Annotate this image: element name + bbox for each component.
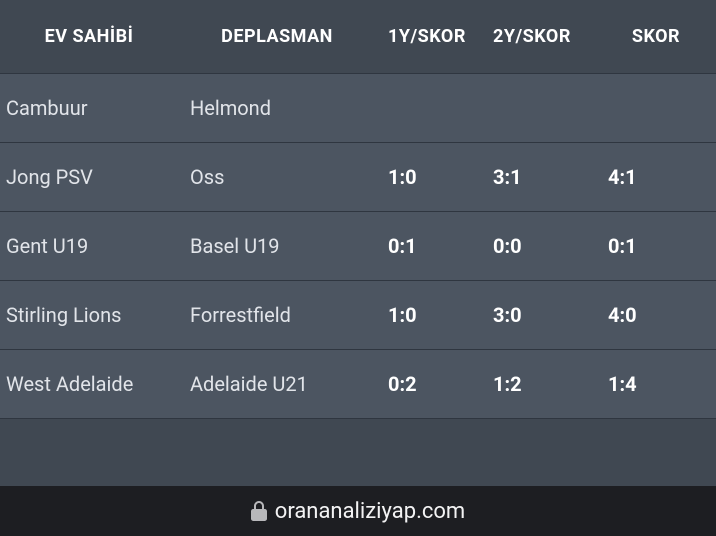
cell-home-team: Gent U19	[0, 212, 178, 281]
table-row[interactable]: West Adelaide Adelaide U21 0:2 1:2 1:4	[0, 350, 716, 419]
cell-fulltime-score: 4:1	[596, 143, 716, 212]
cell-halftime2-score: 1:2	[481, 350, 596, 419]
cell-away-team: Basel U19	[178, 212, 376, 281]
cell-halftime2-score	[481, 74, 596, 143]
col-header-fulltime[interactable]: SKOR	[596, 0, 716, 74]
cell-halftime1-score: 1:0	[376, 143, 481, 212]
col-header-halftime1[interactable]: 1Y/SKOR	[376, 0, 481, 74]
cell-halftime2-score: 0:0	[481, 212, 596, 281]
table-row[interactable]: Cambuur Helmond	[0, 74, 716, 143]
cell-halftime2-score: 3:1	[481, 143, 596, 212]
cell-fulltime-score: 4:0	[596, 281, 716, 350]
cell-halftime1-score: 1:0	[376, 281, 481, 350]
col-header-halftime2[interactable]: 2Y/SKOR	[481, 0, 596, 74]
cell-home-team: West Adelaide	[0, 350, 178, 419]
lock-icon	[251, 501, 267, 521]
cell-home-team: Cambuur	[0, 74, 178, 143]
cell-halftime1-score: 0:1	[376, 212, 481, 281]
cell-fulltime-score: 0:1	[596, 212, 716, 281]
table-row[interactable]: Jong PSV Oss 1:0 3:1 4:1	[0, 143, 716, 212]
address-bar[interactable]: orananaliziyap.com	[0, 486, 716, 536]
cell-home-team: Jong PSV	[0, 143, 178, 212]
cell-halftime1-score	[376, 74, 481, 143]
address-bar-domain: orananaliziyap.com	[275, 499, 465, 524]
scores-table: EV SAHİBİ DEPLASMAN 1Y/SKOR 2Y/SKOR SKOR…	[0, 0, 716, 419]
table-header-row: EV SAHİBİ DEPLASMAN 1Y/SKOR 2Y/SKOR SKOR	[0, 0, 716, 74]
table-row[interactable]: Gent U19 Basel U19 0:1 0:0 0:1	[0, 212, 716, 281]
col-header-away[interactable]: DEPLASMAN	[178, 0, 376, 74]
cell-fulltime-score	[596, 74, 716, 143]
scores-table-container: EV SAHİBİ DEPLASMAN 1Y/SKOR 2Y/SKOR SKOR…	[0, 0, 716, 486]
table-row[interactable]: Stirling Lions Forrestfield 1:0 3:0 4:0	[0, 281, 716, 350]
cell-away-team: Helmond	[178, 74, 376, 143]
cell-fulltime-score: 1:4	[596, 350, 716, 419]
cell-away-team: Oss	[178, 143, 376, 212]
cell-away-team: Adelaide U21	[178, 350, 376, 419]
cell-halftime2-score: 3:0	[481, 281, 596, 350]
cell-home-team: Stirling Lions	[0, 281, 178, 350]
col-header-home[interactable]: EV SAHİBİ	[0, 0, 178, 74]
cell-halftime1-score: 0:2	[376, 350, 481, 419]
cell-away-team: Forrestfield	[178, 281, 376, 350]
